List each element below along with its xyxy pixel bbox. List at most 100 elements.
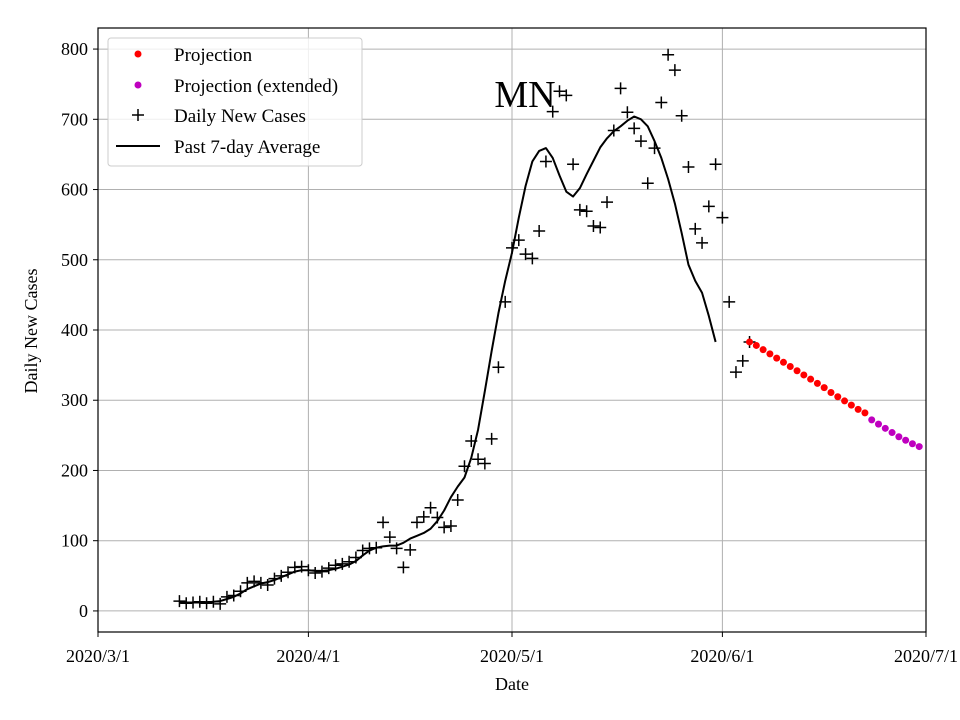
daily-case-point: [634, 135, 647, 148]
daily-case-point: [526, 252, 539, 265]
daily-case-point: [492, 361, 505, 374]
y-tick-label: 500: [61, 250, 88, 270]
daily-case-point: [173, 595, 186, 608]
daily-case-point: [485, 432, 498, 445]
x-tick-label: 2020/3/1: [66, 646, 130, 666]
series-layer: [173, 48, 923, 610]
daily-case-point: [553, 85, 566, 98]
daily-case-point: [275, 569, 288, 582]
daily-case-point: [472, 453, 485, 466]
series-projection-extended: [868, 416, 923, 451]
daily-case-point: [723, 295, 736, 308]
projection-point: [847, 401, 855, 409]
legend-marker-projection: [134, 50, 142, 58]
daily-case-point: [601, 196, 614, 209]
projection-point: [902, 436, 910, 444]
daily-case-point: [322, 562, 335, 575]
projection-point: [915, 443, 923, 451]
daily-case-point: [689, 222, 702, 235]
average-line: [179, 115, 717, 604]
daily-case-point: [702, 200, 715, 213]
projection-point: [813, 379, 821, 387]
daily-case-point: [594, 221, 607, 234]
daily-case-point: [377, 516, 390, 529]
projection-point: [874, 420, 882, 428]
daily-case-point: [302, 564, 315, 577]
daily-case-point: [499, 295, 512, 308]
daily-case-point: [336, 557, 349, 570]
projection-point: [861, 409, 869, 417]
projection-point: [759, 346, 767, 354]
daily-case-point: [736, 354, 749, 367]
projection-point: [854, 405, 862, 413]
projection-point: [841, 397, 849, 405]
y-axis: 0 100 200 300 400 500 600 700 800: [61, 39, 98, 621]
x-tick-label: 2020/4/1: [276, 646, 340, 666]
daily-case-point: [655, 96, 668, 109]
daily-case-point: [716, 211, 729, 224]
daily-case-point: [241, 576, 254, 589]
daily-case-point: [539, 155, 552, 168]
legend-marker-projection-extended: [134, 81, 142, 89]
daily-case-point: [309, 567, 322, 580]
projection-point: [908, 440, 916, 448]
daily-case-point: [254, 576, 267, 589]
y-tick-label: 0: [79, 601, 88, 621]
daily-case-point: [200, 597, 213, 610]
daily-case-point: [356, 544, 369, 557]
legend-marker-daily-new-cases: [132, 109, 144, 121]
daily-case-point: [383, 531, 396, 544]
legend-box: [107, 37, 363, 167]
x-tick-label: 2020/7/1: [894, 646, 958, 666]
daily-case-point: [662, 48, 675, 61]
daily-case-point: [628, 122, 641, 135]
projection-point: [786, 363, 794, 371]
projection-point: [895, 433, 903, 441]
projection-point: [800, 371, 808, 379]
daily-case-point: [709, 158, 722, 171]
projection-point: [820, 384, 828, 392]
daily-case-point: [621, 106, 634, 119]
daily-case-point: [580, 205, 593, 218]
daily-case-point: [587, 220, 600, 233]
x-tick-label: 2020/5/1: [480, 646, 544, 666]
projection-point: [827, 389, 835, 397]
daily-case-point: [193, 595, 206, 608]
daily-case-point: [227, 589, 240, 602]
daily-case-point: [404, 543, 417, 556]
daily-case-point: [641, 177, 654, 190]
series-past-7-day-average: [179, 115, 717, 604]
projection-point: [746, 338, 754, 346]
daily-case-point: [349, 551, 362, 564]
daily-case-point: [397, 561, 410, 574]
grid: [97, 28, 927, 632]
daily-case-point: [390, 542, 403, 555]
daily-case-point: [465, 434, 478, 447]
daily-case-point: [444, 519, 457, 532]
daily-case-point: [438, 521, 451, 534]
daily-case-point: [315, 565, 328, 578]
daily-case-point: [458, 460, 471, 473]
daily-case-point: [370, 541, 383, 554]
projection-point: [752, 341, 760, 349]
legend-label-7-day-average: Past 7-day Average: [174, 137, 320, 158]
y-tick-label: 400: [61, 320, 88, 340]
daily-case-point: [614, 82, 627, 95]
daily-case-point: [207, 595, 220, 608]
y-tick-label: 100: [61, 531, 88, 551]
daily-case-point: [343, 555, 356, 568]
projection-point: [779, 358, 787, 366]
projection-point: [834, 393, 842, 401]
daily-case-point: [410, 516, 423, 529]
y-axis-title: Daily New Cases: [21, 269, 41, 394]
y-tick-label: 200: [61, 460, 88, 480]
projection-point: [881, 424, 889, 432]
daily-case-point: [431, 511, 444, 524]
daily-case-point: [424, 501, 437, 514]
daily-case-point: [573, 203, 586, 216]
daily-case-point: [295, 560, 308, 573]
series-projection: [746, 338, 869, 417]
daily-case-point: [607, 124, 620, 137]
daily-case-point: [567, 158, 580, 171]
